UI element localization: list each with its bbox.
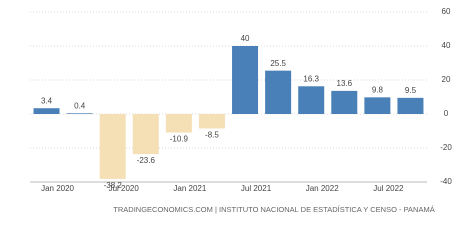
y-tick-label: 60 — [442, 7, 451, 16]
bar — [99, 114, 126, 179]
y-tick-label: -20 — [440, 143, 452, 152]
y-tick-label: 20 — [442, 75, 451, 84]
y-tick-label: -40 — [440, 177, 452, 186]
x-tick-label: Jan 2020 — [41, 184, 74, 193]
bar — [132, 114, 159, 155]
bar — [298, 86, 325, 114]
y-tick-label: 40 — [442, 41, 451, 50]
x-tick-label: Jul 2020 — [109, 184, 140, 193]
data-label: -10.9 — [170, 135, 189, 144]
bar — [265, 70, 292, 114]
bar — [165, 114, 192, 133]
y-tick-label: 0 — [444, 109, 449, 118]
data-label: 16.3 — [303, 74, 319, 83]
x-tick-label: Jul 2021 — [241, 184, 272, 193]
data-label: -8.5 — [205, 131, 219, 140]
bar — [232, 46, 259, 114]
data-label: 13.6 — [337, 79, 353, 88]
source: TRADINGECONOMICS.COM | INSTITUTO NACIONA… — [113, 205, 434, 214]
data-label: 3.4 — [41, 96, 53, 105]
data-label: -38.2 — [104, 181, 123, 190]
data-label: -23.6 — [137, 156, 156, 165]
bar — [66, 113, 93, 114]
data-label: 0.4 — [74, 101, 86, 110]
chart: TRADINGECONOMICS.COM | INSTITUTO NACIONA… — [30, 7, 452, 214]
x-tick-label: Jan 2022 — [306, 184, 339, 193]
x-tick-label: Jan 2021 — [173, 184, 206, 193]
data-label: 9.5 — [405, 86, 417, 95]
bar — [364, 97, 391, 114]
bar — [33, 108, 60, 114]
data-label: 9.8 — [372, 85, 384, 94]
bar — [198, 114, 225, 129]
x-tick-label: Jul 2022 — [373, 184, 404, 193]
bar — [331, 90, 358, 114]
bar — [397, 97, 424, 114]
data-label: 25.5 — [270, 59, 286, 68]
data-label: 40 — [241, 34, 250, 43]
